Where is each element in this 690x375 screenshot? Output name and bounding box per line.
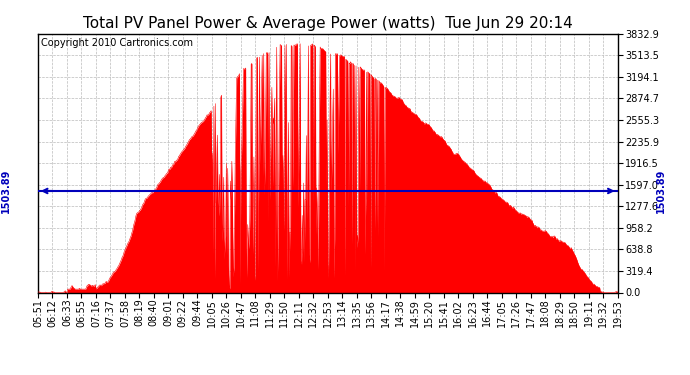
Title: Total PV Panel Power & Average Power (watts)  Tue Jun 29 20:14: Total PV Panel Power & Average Power (wa… [83,16,573,31]
Text: 1503.89: 1503.89 [1,169,11,213]
Text: Copyright 2010 Cartronics.com: Copyright 2010 Cartronics.com [41,38,193,48]
Text: 1503.89: 1503.89 [656,169,666,213]
